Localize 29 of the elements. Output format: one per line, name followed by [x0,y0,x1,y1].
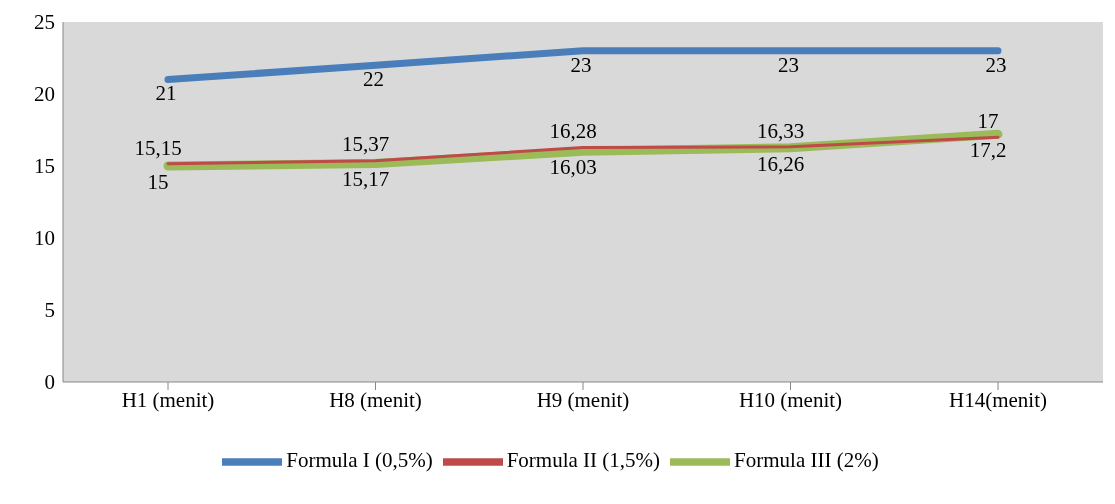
x-tick-label: H1 (menit) [121,387,215,412]
data-label: 17 [977,109,999,134]
legend-label: Formula II (1,5%) [506,447,661,472]
x-tick-label: H14(menit) [949,387,1047,412]
data-label: 23 [570,52,592,77]
data-label: 16,28 [549,119,597,144]
y-tick-label: 5 [44,298,55,323]
y-tick-label: 0 [44,370,55,395]
y-tick-label: 10 [34,226,55,251]
x-tick-label: H10 (menit) [738,387,843,412]
x-tick-label: H8 (menit) [329,387,422,412]
data-label: 23 [985,52,1007,77]
data-label: 15,17 [341,167,390,192]
data-label: 15 [147,169,169,194]
y-tick-label: 15 [34,154,55,179]
y-tick-label: 20 [34,82,55,107]
x-tick-label: H9 (menit) [536,387,630,412]
data-label: 21 [155,81,177,106]
data-label: 15,37 [341,132,390,157]
y-tick-label: 25 [34,10,55,35]
data-label: 16,03 [549,154,597,179]
data-label: 16,26 [756,151,805,176]
data-label: 22 [363,67,384,92]
legend-label: Formula I (0,5%) [286,447,433,472]
legend-label: Formula III (2%) [734,447,879,472]
data-label: 23 [778,52,799,77]
data-label: 17,2 [969,138,1007,163]
data-label: 15,15 [134,135,182,160]
data-label: 16,33 [756,118,805,143]
